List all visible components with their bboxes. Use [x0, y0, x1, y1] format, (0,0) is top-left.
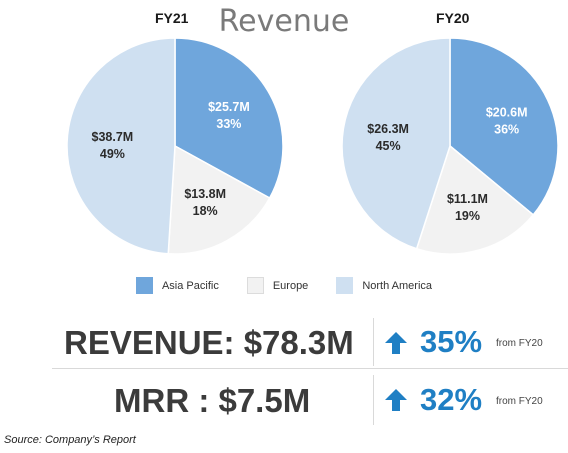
pie-title-fy21: FY21 [155, 10, 189, 26]
slice-value-label: $20.6M [486, 105, 528, 119]
pie-slice-asia-pacific [449, 37, 559, 216]
revenue-change-from: from FY20 [496, 338, 543, 349]
up-arrow-icon [385, 389, 407, 411]
up-arrow-icon [385, 332, 407, 354]
legend-swatch-europe [246, 277, 264, 294]
revenue-change-percent: 35% [420, 324, 483, 359]
slice-value-label: $13.8M [184, 187, 226, 201]
pie-chart-fy20: $20.6M 36% $11.1M 19% $26.3M 45% [341, 37, 559, 255]
pie-chart-fy21: $25.7M 33% $13.8M 18% $38.7M 49% [66, 37, 284, 255]
metric-divider [373, 318, 374, 366]
legend-swatch-north-america [336, 277, 354, 294]
mrr-change-from: from FY20 [496, 396, 543, 407]
legend-label-north-america: North America [362, 279, 433, 292]
slice-value-label: $11.1M [447, 192, 488, 206]
legend-label-asia-pacific: Asia Pacific [161, 279, 219, 292]
pie-slice-north-america [341, 37, 451, 250]
slice-value-label: $38.7M [92, 130, 134, 144]
page-title: Revenue [218, 4, 350, 39]
slice-value-label: $26.3M [367, 122, 409, 136]
slice-percent-label: 36% [494, 122, 519, 136]
pie-title-fy20: FY20 [436, 10, 470, 26]
revenue-metric-label: REVENUE: $78.3M [64, 324, 354, 361]
mrr-metric-label: MRR : $7.5M [114, 382, 311, 419]
mrr-change-percent: 32% [420, 382, 483, 417]
slice-percent-label: 49% [100, 147, 125, 161]
pie-slice-europe [167, 144, 271, 255]
pie-slice-europe [415, 144, 535, 255]
legend-swatch-asia-pacific [135, 277, 153, 294]
pie-slice-north-america [66, 37, 176, 255]
chart-legend: Asia Pacific Europe North America [0, 277, 568, 294]
slice-value-label: $25.7M [208, 100, 250, 114]
source-note: Source: Company’s Report [4, 434, 136, 446]
metric-row-divider [52, 368, 568, 369]
metric-divider [373, 375, 374, 425]
legend-item-asia-pacific: Asia Pacific [135, 277, 219, 294]
legend-item-europe: Europe [246, 277, 309, 294]
pie-slice-asia-pacific [174, 37, 284, 200]
slice-percent-label: 18% [193, 204, 218, 218]
slice-percent-label: 45% [376, 139, 401, 153]
legend-item-north-america: North America [336, 277, 432, 294]
slice-percent-label: 33% [216, 117, 241, 131]
slice-percent-label: 19% [455, 209, 480, 223]
legend-label-europe: Europe [272, 279, 309, 292]
